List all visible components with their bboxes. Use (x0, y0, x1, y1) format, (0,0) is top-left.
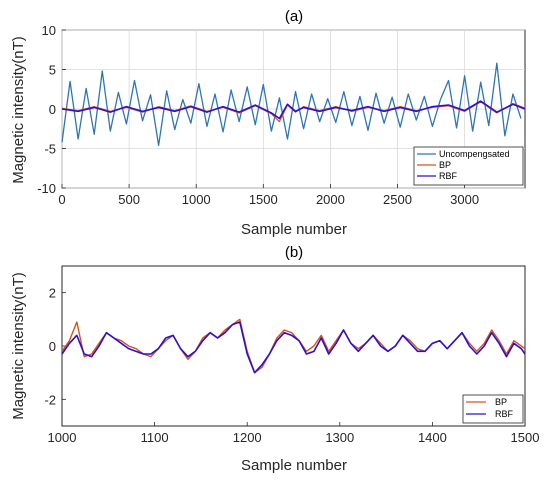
panel-b-series (61, 318, 526, 374)
panel-b-ticks: 1000 1100 1200 1300 1400 1500 2 0 -2 (44, 286, 539, 445)
panel-b: (b) 1000 1100 1200 1300 1400 1500 2 0 -2 Sample … (10, 244, 539, 474)
panel-a-legend-box (413, 146, 524, 186)
x-tick-label: 1100 (141, 430, 169, 445)
panel-a-title: (a) (285, 8, 303, 25)
x-tick-label: 1500 (249, 192, 278, 207)
panel-b-xlabel: Sample number (241, 457, 347, 474)
legend-a-label-rbf: RBF (439, 171, 458, 181)
panel-a-xlabel: Sample number (241, 221, 347, 238)
x-tick-label: 1000 (182, 192, 211, 207)
x-tick-label: 1500 (511, 430, 540, 445)
panel-b-ylabel: Magnetic intensity(nT) (10, 272, 27, 420)
panel-a-ticks: 0 500 1000 1500 2000 2500 3000 10 5 0 -5 -10 (37, 23, 479, 207)
y-tick-label: 0 (49, 339, 56, 354)
x-tick-label: 500 (118, 192, 140, 207)
uncompengsated-line (61, 62, 522, 146)
panel-a: (a) 0 500 1000 1500 2000 2500 3000 10 5 0 -5 -10 Sa… (10, 8, 526, 238)
x-tick-label: 1200 (233, 430, 262, 445)
y-tick-label: 2 (49, 286, 56, 301)
x-tick-label: 0 (58, 192, 65, 207)
legend-a-label-uncompensated: Uncompengsated (439, 149, 510, 159)
rbf-line (61, 321, 526, 374)
x-tick-label: 1300 (325, 430, 354, 445)
y-tick-label: -10 (37, 181, 56, 196)
rbf-line (61, 100, 526, 120)
y-tick-label: 10 (42, 23, 56, 38)
x-tick-label: 3000 (450, 192, 479, 207)
panel-a-ylabel: Magnetic intensity(nT) (10, 36, 27, 184)
x-tick-label: 1400 (418, 430, 447, 445)
panel-b-plot-area (61, 265, 526, 427)
y-tick-label: 0 (49, 102, 56, 117)
y-tick-label: -2 (44, 392, 56, 407)
legend-a-label-bp: BP (439, 160, 451, 170)
legend-b-label-bp: BP (495, 397, 507, 407)
panel-b-title: (b) (285, 244, 303, 261)
y-tick-label: -5 (44, 142, 56, 157)
panel-b-legend-box (462, 394, 524, 424)
panel-b-legend: BP RBF (462, 394, 524, 424)
legend-b-label-rbf: RBF (495, 409, 514, 419)
panel-a-legend: Uncompengsated BP RBF (413, 146, 524, 186)
x-tick-label: 2500 (383, 192, 412, 207)
x-tick-label: 1000 (48, 430, 77, 445)
y-tick-label: 5 (49, 63, 56, 78)
x-tick-label: 2000 (316, 192, 345, 207)
panel-a-series (61, 62, 526, 146)
